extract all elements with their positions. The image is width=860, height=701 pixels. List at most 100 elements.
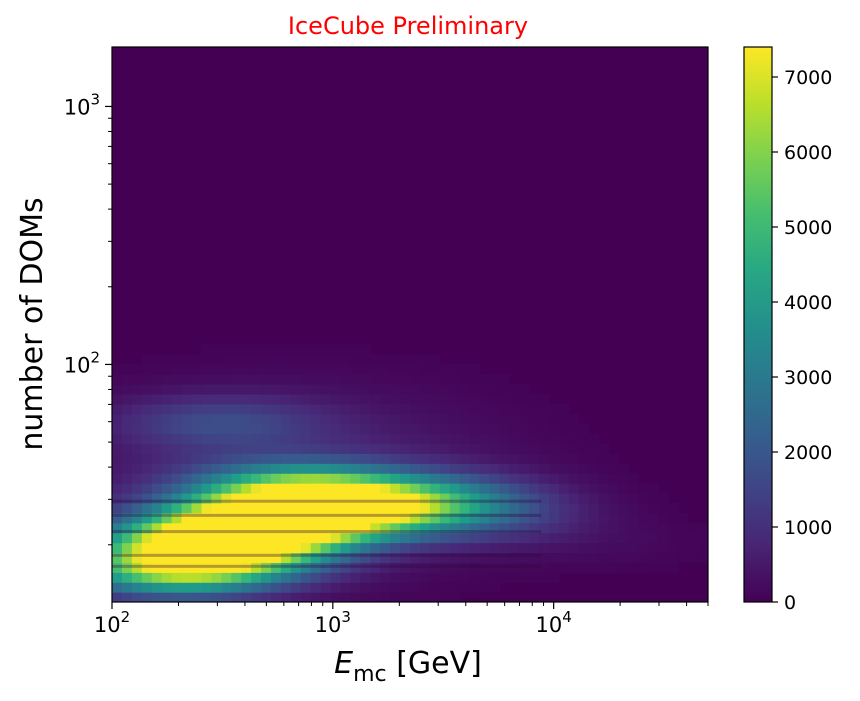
heatmap-cell	[191, 562, 202, 573]
heatmap-cell	[509, 453, 520, 464]
heatmap-cell	[171, 522, 183, 534]
colorbar-tick-label: 5000	[784, 217, 832, 239]
heatmap-cell	[529, 562, 540, 573]
heatmap-cell	[380, 582, 391, 593]
heatmap-cell	[320, 532, 332, 544]
heatmap-cell	[310, 502, 322, 514]
heatmap-cell	[191, 413, 202, 425]
heatmap-cell	[429, 552, 441, 563]
heatmap-cell	[429, 354, 441, 365]
heatmap-cell	[121, 592, 133, 602]
heatmap-cell	[261, 502, 272, 514]
heatmap-cell	[340, 403, 351, 415]
heatmap-cell	[638, 512, 649, 524]
heatmap-cell	[479, 582, 491, 593]
heatmap-cell	[578, 502, 590, 514]
heatmap-cell	[459, 443, 471, 454]
heatmap-cell	[280, 502, 292, 514]
heatmap-cell	[479, 403, 491, 415]
heatmap-cell	[509, 423, 520, 435]
heatmap-cell	[330, 393, 342, 405]
heatmap-cell	[509, 552, 520, 563]
heatmap-cell	[678, 552, 689, 563]
heatmap-cell	[112, 552, 123, 563]
heatmap-cell	[290, 492, 302, 504]
heatmap-cell	[201, 374, 212, 385]
heatmap-cell	[608, 522, 620, 534]
heatmap-cell	[419, 492, 431, 504]
heatmap-cell	[251, 403, 262, 415]
heatmap-cell	[241, 592, 252, 602]
heatmap-cell	[131, 592, 143, 602]
heatmap-cell	[410, 433, 421, 445]
heatmap-cell	[578, 552, 590, 563]
heatmap-cell	[618, 542, 630, 554]
heatmap-cell	[121, 502, 133, 514]
heatmap-cell	[618, 562, 630, 573]
heatmap-cell	[320, 364, 332, 375]
heatmap-cell	[181, 443, 193, 454]
heatmap-cell	[360, 453, 371, 464]
heatmap-cell	[529, 512, 540, 524]
heatmap-cell	[509, 473, 520, 484]
heatmap-cell	[350, 354, 361, 365]
heatmap-cell	[529, 403, 540, 415]
heatmap-cell	[469, 512, 481, 524]
heatmap-cell	[251, 562, 262, 573]
heatmap-cell	[459, 582, 471, 593]
heatmap-cell	[171, 354, 183, 365]
heatmap-cell	[300, 522, 312, 534]
heatmap-cell	[489, 423, 500, 435]
heatmap-cell	[390, 393, 401, 405]
heatmap-cell	[211, 403, 222, 415]
heatmap-cell	[171, 483, 183, 494]
heatmap-cell	[171, 463, 183, 474]
heatmap-cell	[499, 562, 510, 573]
heatmap-cell	[141, 364, 153, 375]
heatmap-cell	[191, 492, 202, 504]
heatmap-cell	[439, 542, 451, 554]
heatmap-cell	[509, 433, 520, 445]
heatmap-cell	[171, 552, 183, 563]
heatmap-cell	[400, 374, 411, 385]
heatmap-cell	[350, 492, 361, 504]
heatmap-cell	[479, 572, 491, 583]
heatmap-cell	[608, 502, 620, 514]
heatmap-cell	[181, 383, 193, 395]
heatmap-cell	[459, 522, 471, 534]
heatmap-cell	[539, 403, 550, 415]
heatmap-cell	[261, 572, 272, 583]
heatmap-cell	[310, 344, 322, 355]
heatmap-cell	[221, 473, 232, 484]
heatmap-cell	[310, 354, 322, 365]
heatmap-cell	[290, 532, 302, 544]
heatmap-cell	[350, 403, 361, 415]
heatmap-cell	[648, 542, 659, 554]
heatmap-cell	[400, 393, 411, 405]
heatmap-cell	[112, 453, 123, 464]
heatmap-cell	[638, 522, 649, 534]
heatmap-cell	[370, 393, 381, 405]
heatmap-cell	[489, 383, 500, 395]
heatmap-cell	[211, 483, 222, 494]
heatmap-cell	[261, 413, 272, 425]
heatmap-cell	[390, 403, 401, 415]
heatmap-cell	[350, 582, 361, 593]
heatmap-cell	[459, 364, 471, 375]
heatmap-cell	[439, 572, 451, 583]
heatmap-cell	[131, 364, 143, 375]
heatmap-cell	[330, 582, 342, 593]
heatmap-cell	[320, 492, 332, 504]
heatmap-cell	[310, 542, 322, 554]
heatmap-cell	[400, 453, 411, 464]
heatmap-cell	[449, 374, 461, 385]
heatmap-cell	[439, 473, 451, 484]
heatmap-cell	[121, 364, 133, 375]
heatmap-cell	[469, 403, 481, 415]
heatmap-cell	[320, 512, 332, 524]
heatmap-cell	[161, 433, 173, 445]
heatmap-cell	[151, 473, 163, 484]
heatmap-cell	[221, 532, 232, 544]
heatmap-cell	[201, 463, 212, 474]
heatmap-cell	[290, 374, 302, 385]
